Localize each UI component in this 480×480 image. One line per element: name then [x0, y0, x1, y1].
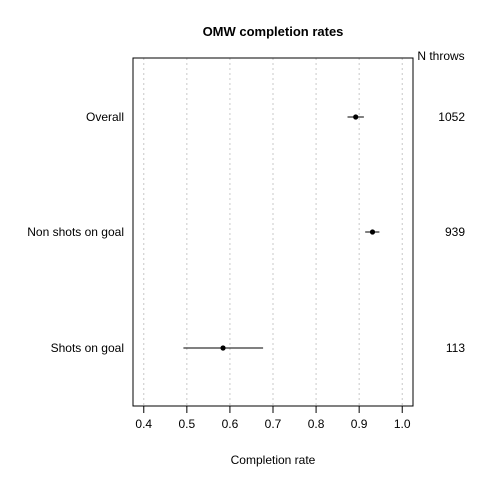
- row-label: Shots on goal: [51, 341, 124, 355]
- x-axis: 0.4 0.5 0.6 0.7 0.8 0.9 1.0: [135, 405, 411, 431]
- x-tick-label: 0.5: [179, 417, 196, 431]
- estimate-rows: Overall 1052 Non shots on goal 939 Shots on …: [27, 110, 465, 355]
- row-label: Non shots on goal: [27, 225, 124, 239]
- n-value: 1052: [438, 110, 465, 124]
- x-axis-label: Completion rate: [231, 453, 316, 467]
- x-tick-label: 0.4: [135, 417, 152, 431]
- chart-title: OMW completion rates: [203, 24, 344, 39]
- row-label: Overall: [86, 110, 124, 124]
- point-estimate: [220, 345, 226, 351]
- point-estimate: [369, 229, 376, 235]
- point-estimate: [353, 114, 359, 120]
- n-value: 939: [445, 225, 465, 239]
- grid-lines: [143, 58, 403, 406]
- x-tick-label: 0.9: [351, 417, 368, 431]
- x-tick-label: 0.8: [308, 417, 325, 431]
- x-tick-label: 0.6: [222, 417, 239, 431]
- n-value: 113: [446, 341, 465, 355]
- x-tick-label: 1.0: [394, 417, 411, 431]
- n-throws-header: N throws: [417, 49, 464, 63]
- x-tick-label: 0.7: [265, 417, 282, 431]
